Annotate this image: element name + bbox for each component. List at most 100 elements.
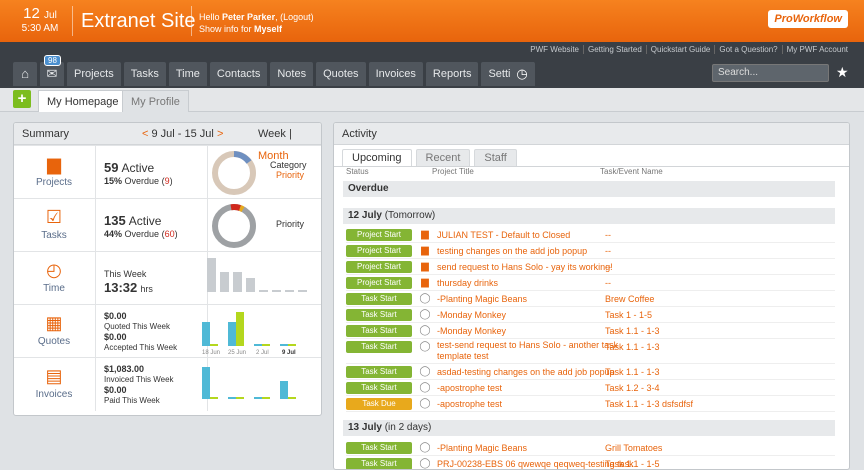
mail-tab[interactable]: ✉ bbox=[40, 62, 64, 86]
activity-tabs: Upcoming Recent Staff bbox=[334, 145, 849, 167]
projects-overdue-pct: 15% bbox=[104, 176, 123, 186]
star-icon[interactable]: ★ bbox=[836, 64, 849, 80]
list-item[interactable]: Project Start ▆ thursday drinks -- bbox=[346, 276, 835, 291]
tab-reports[interactable]: Reports bbox=[425, 62, 479, 86]
list-item[interactable]: Task Due ◯ -apostrophe test Task 1.1 - 1-3 … bbox=[346, 397, 835, 412]
status-badge[interactable]: Task Start bbox=[346, 458, 412, 469]
status-badge[interactable]: Task Start bbox=[346, 293, 412, 305]
tab-recent[interactable]: Recent bbox=[415, 149, 471, 166]
tab-my-homepage[interactable]: My Homepage bbox=[38, 90, 128, 112]
list-item[interactable]: Task Start ◯ -Monday Monkey Task 1.1 - 1-3 bbox=[346, 324, 835, 339]
tab-upcoming[interactable]: Upcoming bbox=[342, 149, 412, 166]
prev-week-button[interactable]: < bbox=[142, 128, 149, 140]
donut-priority-label: Priority bbox=[275, 219, 304, 229]
task-name[interactable]: Grill Tomatoes bbox=[605, 443, 663, 453]
status-badge[interactable]: Task Start bbox=[346, 366, 412, 378]
project-link[interactable]: asdad-testing changes on the add job pop… bbox=[437, 367, 615, 377]
task-name[interactable]: Task 1.1 - 1-3 bbox=[605, 326, 660, 336]
projects-summary[interactable]: ▆ Projects bbox=[14, 146, 94, 199]
week-toggle[interactable]: Week bbox=[258, 128, 286, 140]
invoices-summary[interactable]: ▤ Invoices bbox=[14, 358, 94, 411]
list-item[interactable]: Task Start ◯ -Planting Magic Beans Brew Cof… bbox=[346, 292, 835, 307]
list-item[interactable]: Task Start ◯ test-send request to Hans Sol… bbox=[346, 340, 835, 364]
search-input[interactable]: Search... bbox=[712, 64, 829, 82]
status-badge[interactable]: Task Start bbox=[346, 309, 412, 321]
list-item[interactable]: Project Start ▆ JULIAN TEST - Default to C… bbox=[346, 228, 835, 243]
task-name[interactable]: Task 1.1 - 1-3 bbox=[605, 367, 660, 377]
circle-icon: ◯ bbox=[419, 325, 431, 336]
group-13-july: 13 July (in 2 days) bbox=[343, 420, 835, 436]
donut-priority-link[interactable]: Priority bbox=[275, 170, 304, 180]
task-name[interactable]: Task 1.1 - 1-3 dsfsdfsf bbox=[605, 399, 694, 409]
project-link[interactable]: PRJ-00238-EBS 06 qwewqe qeqweq-testing t… bbox=[437, 459, 634, 469]
quotes-summary[interactable]: ▦ Quotes bbox=[14, 305, 94, 358]
task-name[interactable]: Task 1.2 - 3-4 bbox=[605, 383, 660, 393]
project-link[interactable]: thursday drinks bbox=[437, 278, 499, 288]
project-link[interactable]: testing changes on the add job popup bbox=[437, 246, 588, 256]
status-badge[interactable]: Project Start bbox=[346, 229, 412, 241]
month-toggle[interactable]: Month bbox=[258, 150, 289, 162]
circle-icon: ◯ bbox=[419, 309, 431, 320]
project-link[interactable]: -Planting Magic Beans bbox=[437, 443, 528, 453]
status-badge[interactable]: Project Start bbox=[346, 245, 412, 257]
list-item[interactable]: Project Start ▆ testing changes on the add… bbox=[346, 244, 835, 259]
date-range: < 9 Jul - 15 Jul > bbox=[142, 123, 223, 145]
show-info-select[interactable]: Myself bbox=[254, 24, 283, 34]
project-link[interactable]: send request to Hans Solo - yay its work… bbox=[437, 262, 613, 272]
getting-started-link[interactable]: Getting Started bbox=[582, 45, 646, 54]
got-a-question-link[interactable]: Got a Question? bbox=[714, 45, 782, 54]
logout-link[interactable]: (Logout) bbox=[280, 12, 314, 22]
invoiced-label: Invoiced This Week bbox=[104, 375, 174, 384]
task-name[interactable]: Task 1 - 1-5 bbox=[605, 310, 653, 320]
pwf-website-link[interactable]: PWF Website bbox=[530, 45, 579, 54]
col-status: Status bbox=[346, 167, 369, 176]
project-link[interactable]: -apostrophe test bbox=[437, 399, 503, 409]
task-name[interactable]: Task 1.1 - 1-3 bbox=[605, 342, 660, 352]
tab-invoices[interactable]: Invoices bbox=[368, 62, 423, 86]
add-button[interactable]: + bbox=[13, 90, 31, 108]
timer-button[interactable]: ◷ bbox=[510, 62, 534, 86]
project-link[interactable]: JULIAN TEST - Default to Closed bbox=[437, 230, 571, 240]
status-badge[interactable]: Project Start bbox=[346, 277, 412, 289]
tab-projects[interactable]: Projects bbox=[67, 62, 121, 86]
tasks-overdue-count[interactable]: 60 bbox=[164, 229, 175, 239]
tab-quotes[interactable]: Quotes bbox=[316, 62, 366, 86]
list-item[interactable]: Task Start ◯ -Monday Monkey Task 1 - 1-5 bbox=[346, 308, 835, 323]
status-badge[interactable]: Task Start bbox=[346, 341, 412, 353]
status-badge[interactable]: Task Due bbox=[346, 398, 412, 410]
task-name[interactable]: Task 1.1 - 1-5 bbox=[605, 459, 660, 469]
status-badge[interactable]: Project Start bbox=[346, 261, 412, 273]
tab-time[interactable]: Time bbox=[168, 62, 207, 86]
project-link[interactable]: -Monday Monkey bbox=[437, 326, 507, 336]
list-item[interactable]: Task Start ◯ PRJ-00238-EBS 06 qwewqe qeqwe… bbox=[346, 457, 835, 469]
time-summary[interactable]: ◴ Time bbox=[14, 252, 94, 305]
tab-notes[interactable]: Notes bbox=[270, 62, 314, 86]
status-badge[interactable]: Task Start bbox=[346, 325, 412, 337]
home-tab[interactable]: ⌂ bbox=[13, 62, 37, 86]
project-title-line2: template test bbox=[437, 351, 489, 361]
tab-my-profile[interactable]: My Profile bbox=[122, 90, 189, 112]
task-name[interactable]: Brew Coffee bbox=[605, 294, 655, 304]
status-badge[interactable]: Task Start bbox=[346, 442, 412, 454]
project-link[interactable]: -Monday Monkey bbox=[437, 310, 507, 320]
my-account-link[interactable]: My PWF Account bbox=[781, 45, 852, 54]
company-logo[interactable]: ProWorkflow bbox=[768, 10, 848, 28]
projects-overdue-count[interactable]: 9 bbox=[164, 176, 170, 186]
status-badge[interactable]: Task Start bbox=[346, 382, 412, 394]
next-week-button[interactable]: > bbox=[216, 128, 224, 140]
user-info: Hello Peter Parker, (Logout) Show info f… bbox=[199, 12, 314, 34]
tab-staff[interactable]: Staff bbox=[474, 149, 517, 166]
list-item[interactable]: Task Start ◯ -Planting Magic Beans Grill To… bbox=[346, 441, 835, 456]
project-link[interactable]: test-send request to Hans Solo - another… bbox=[437, 340, 618, 362]
tasks-summary[interactable]: ☑ Tasks bbox=[14, 199, 94, 252]
project-link[interactable]: -apostrophe test bbox=[437, 383, 503, 393]
project-link[interactable]: -Planting Magic Beans bbox=[437, 294, 528, 304]
list-item[interactable]: Project Start ▆ send request to Hans Solo … bbox=[346, 260, 835, 275]
mail-badge: 98 bbox=[44, 55, 61, 66]
list-item[interactable]: Task Start ◯ -apostrophe test Task 1.2 - 3-… bbox=[346, 381, 835, 396]
list-item[interactable]: Task Start ◯ asdad-testing changes on the … bbox=[346, 365, 835, 380]
quoted-amount: $0.00 bbox=[104, 311, 127, 321]
tab-contacts[interactable]: Contacts bbox=[209, 62, 268, 86]
tab-tasks[interactable]: Tasks bbox=[123, 62, 166, 86]
quickstart-guide-link[interactable]: Quickstart Guide bbox=[645, 45, 715, 54]
